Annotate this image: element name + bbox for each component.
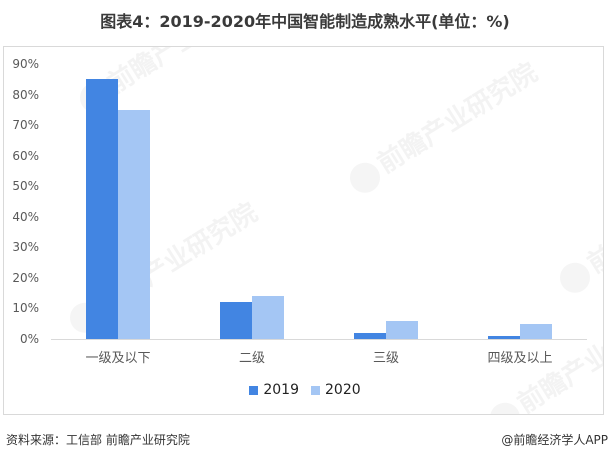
x-tick-label: 一级及以下 — [85, 351, 151, 366]
bar-2020-0 — [118, 109, 150, 339]
chart-title: 图表4：2019-2020年中国智能制造成熟水平(单位：%) — [100, 12, 510, 31]
bar-2019-3 — [488, 335, 520, 339]
x-tick-label: 三级 — [372, 351, 399, 366]
y-tick-label: 0% — [19, 332, 39, 346]
legend-item-2019: 2019 — [249, 382, 299, 398]
y-tick-label: 40% — [12, 209, 39, 224]
bar-2020-3 — [520, 323, 552, 339]
credit-note: @前瞻经济学人APP — [501, 433, 608, 447]
y-tick-label: 90% — [12, 57, 39, 71]
x-tick-label: 四级及以上 — [487, 351, 553, 366]
y-tick-label: 70% — [12, 118, 39, 133]
legend-label: 2019 — [263, 382, 299, 398]
legend: 2019 2020 — [0, 382, 610, 399]
y-tick-label: 30% — [12, 240, 39, 255]
bar-2019-2 — [354, 332, 386, 339]
y-tick-label: 50% — [12, 179, 39, 194]
y-tick-label: 10% — [12, 301, 39, 316]
source-note: 资料来源：工信部 前瞻产业研究院 — [6, 433, 190, 447]
legend-label: 2020 — [325, 382, 361, 398]
y-tick-label: 20% — [12, 270, 39, 285]
y-tick-label: 60% — [12, 148, 39, 163]
legend-swatch-icon — [311, 385, 320, 395]
bar-2019-0 — [86, 79, 118, 339]
y-tick-label: 80% — [12, 87, 39, 102]
legend-item-2020: 2020 — [311, 382, 361, 398]
x-axis-line — [51, 339, 587, 340]
bar-2020-1 — [252, 296, 284, 339]
x-tick-label: 二级 — [238, 351, 265, 366]
legend-swatch-icon — [249, 385, 259, 395]
bar-2019-1 — [220, 302, 252, 339]
bar-2020-2 — [386, 320, 418, 339]
